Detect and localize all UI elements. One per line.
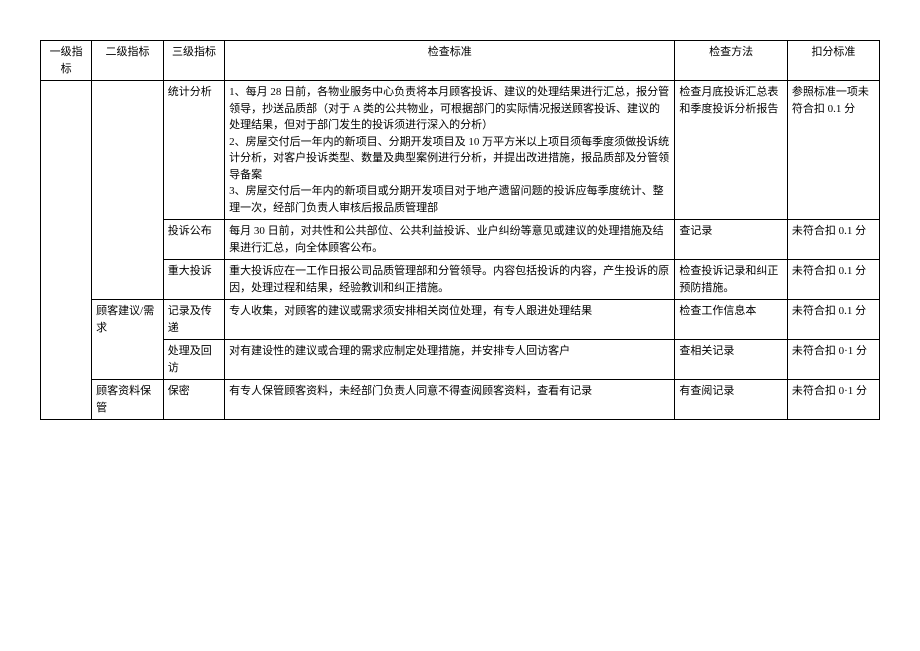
cell-method: 检查月底投诉汇总表和季度投诉分析报告	[675, 81, 788, 220]
cell-method: 查相关记录	[675, 340, 788, 380]
cell-method: 有查阅记录	[675, 380, 788, 420]
table-row: 投诉公布 每月 30 日前，对共性和公共部位、公共利益投诉、业户纠纷等意见或建议…	[41, 220, 880, 260]
cell-criteria: 专人收集，对顾客的建议或需求须安排相关岗位处理，有专人跟进处理结果	[225, 300, 675, 340]
header-row: 一级指标 二级指标 三级指标 检查标准 检查方法 扣分标准	[41, 41, 880, 81]
cell-criteria: 重大投诉应在一工作日报公司品质管理部和分管领导。内容包括投诉的内容，产生投诉的原…	[225, 260, 675, 300]
cell-deduct: 未符合扣 0·1 分	[787, 380, 879, 420]
cell-lvl3: 统计分析	[163, 81, 224, 220]
table-row: 重大投诉 重大投诉应在一工作日报公司品质管理部和分管领导。内容包括投诉的内容，产…	[41, 260, 880, 300]
cell-lvl3: 投诉公布	[163, 220, 224, 260]
criteria-line: 1、每月 28 日前，各物业服务中心负责将本月顾客投诉、建议的处理结果进行汇总，…	[229, 84, 670, 134]
header-criteria: 检查标准	[225, 41, 675, 81]
header-method: 检查方法	[675, 41, 788, 81]
evaluation-table: 一级指标 二级指标 三级指标 检查标准 检查方法 扣分标准 统计分析 1、每月 …	[40, 40, 880, 420]
criteria-line: 3、房屋交付后一年内的新项目或分期开发项目对于地产遗留问题的投诉应每季度统计、整…	[229, 183, 670, 216]
header-lvl2: 二级指标	[92, 41, 164, 81]
cell-lvl3: 记录及传递	[163, 300, 224, 340]
table-row: 顾客资料保管 保密 有专人保管顾客资料，未经部门负责人同意不得查阅顾客资料，查看…	[41, 380, 880, 420]
cell-lvl3: 处理及回访	[163, 340, 224, 380]
table-row: 处理及回访 对有建设性的建议或合理的需求应制定处理措施，并安排专人回访客户 查相…	[41, 340, 880, 380]
cell-lvl3: 重大投诉	[163, 260, 224, 300]
cell-criteria: 有专人保管顾客资料，未经部门负责人同意不得查阅顾客资料，查看有记录	[225, 380, 675, 420]
table-row: 顾客建议/需求 记录及传递 专人收集，对顾客的建议或需求须安排相关岗位处理，有专…	[41, 300, 880, 340]
cell-criteria: 1、每月 28 日前，各物业服务中心负责将本月顾客投诉、建议的处理结果进行汇总，…	[225, 81, 675, 220]
cell-method: 检查投诉记录和纠正预防措施。	[675, 260, 788, 300]
cell-criteria: 对有建设性的建议或合理的需求应制定处理措施，并安排专人回访客户	[225, 340, 675, 380]
cell-lvl2	[92, 81, 164, 300]
cell-deduct: 未符合扣 0.1 分	[787, 220, 879, 260]
cell-criteria: 每月 30 日前，对共性和公共部位、公共利益投诉、业户纠纷等意见或建议的处理措施…	[225, 220, 675, 260]
cell-lvl2: 顾客资料保管	[92, 380, 164, 420]
header-lvl3: 三级指标	[163, 41, 224, 81]
table-row: 统计分析 1、每月 28 日前，各物业服务中心负责将本月顾客投诉、建议的处理结果…	[41, 81, 880, 220]
header-lvl1: 一级指标	[41, 41, 92, 81]
cell-method: 查记录	[675, 220, 788, 260]
cell-lvl2: 顾客建议/需求	[92, 300, 164, 380]
cell-lvl3: 保密	[163, 380, 224, 420]
cell-deduct: 未符合扣 0.1 分	[787, 260, 879, 300]
criteria-line: 2、房屋交付后一年内的新项目、分期开发项目及 10 万平方米以上项目须每季度须做…	[229, 134, 670, 184]
cell-deduct: 未符合扣 0·1 分	[787, 340, 879, 380]
cell-lvl1	[41, 81, 92, 420]
cell-deduct: 参照标准一项未符合扣 0.1 分	[787, 81, 879, 220]
cell-method: 检查工作信息本	[675, 300, 788, 340]
header-deduct: 扣分标准	[787, 41, 879, 81]
evaluation-table-container: 一级指标 二级指标 三级指标 检查标准 检查方法 扣分标准 统计分析 1、每月 …	[40, 40, 880, 420]
cell-deduct: 未符合扣 0.1 分	[787, 300, 879, 340]
